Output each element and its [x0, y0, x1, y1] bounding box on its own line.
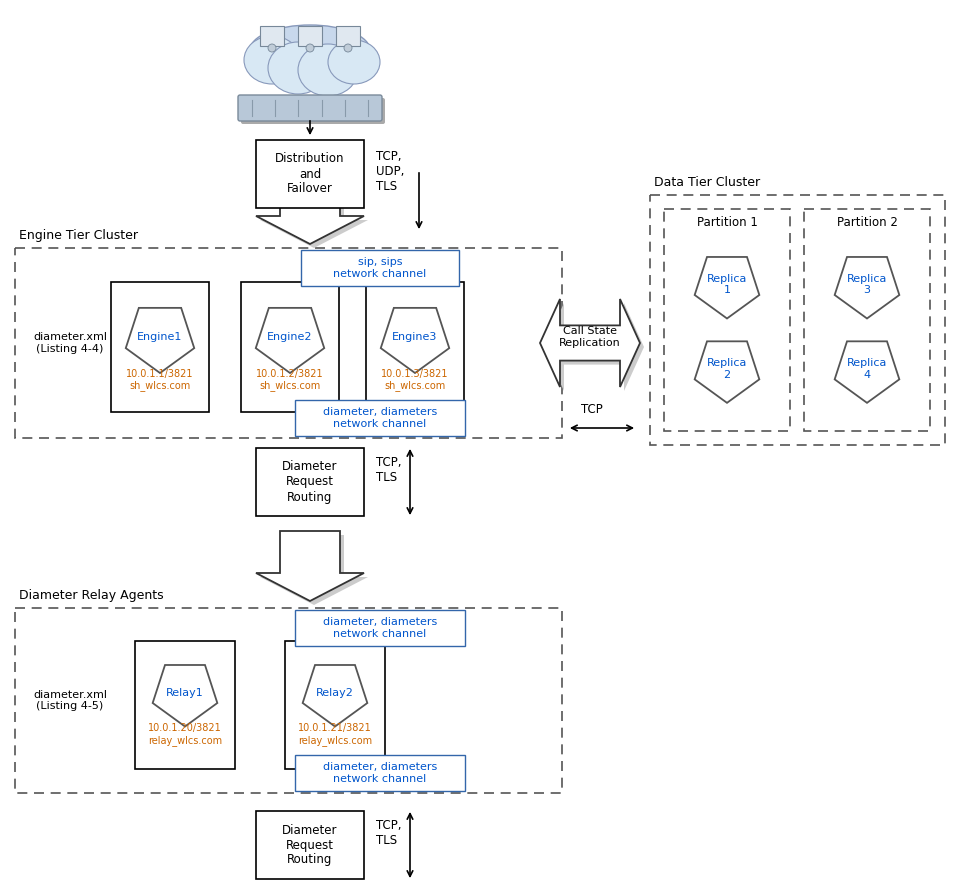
Polygon shape — [153, 665, 217, 727]
Text: Replica
1: Replica 1 — [706, 273, 748, 296]
Text: 10.0.1.1/3821
sh_wlcs.com: 10.0.1.1/3821 sh_wlcs.com — [126, 369, 194, 391]
Polygon shape — [835, 257, 900, 319]
Text: Diameter
Request
Routing: Diameter Request Routing — [282, 824, 337, 866]
Ellipse shape — [250, 25, 370, 75]
Bar — [256, 811, 364, 879]
Polygon shape — [540, 299, 640, 387]
Polygon shape — [303, 665, 367, 727]
Bar — [241, 282, 339, 412]
Text: TCP,
UDP,
TLS: TCP, UDP, TLS — [376, 150, 404, 193]
Bar — [650, 195, 945, 445]
Text: Partition 2: Partition 2 — [836, 217, 898, 229]
Text: 10.0.1.3/3821
sh_wlcs.com: 10.0.1.3/3821 sh_wlcs.com — [381, 369, 448, 391]
Text: Replica
3: Replica 3 — [847, 273, 887, 296]
Bar — [15, 248, 562, 438]
Polygon shape — [695, 342, 759, 403]
Bar — [295, 610, 465, 646]
Bar — [111, 282, 209, 412]
Polygon shape — [256, 531, 364, 601]
Bar — [285, 641, 385, 768]
Text: Engine Tier Cluster: Engine Tier Cluster — [19, 229, 138, 242]
Polygon shape — [256, 174, 364, 244]
Polygon shape — [544, 303, 644, 391]
Ellipse shape — [244, 36, 300, 84]
Bar — [301, 250, 459, 286]
Text: Call State
Replication: Call State Replication — [559, 327, 620, 348]
Bar — [295, 400, 465, 436]
Text: Engine1: Engine1 — [138, 332, 183, 342]
Text: Data Tier Cluster: Data Tier Cluster — [654, 176, 760, 189]
Text: TCP,
TLS: TCP, TLS — [376, 819, 402, 847]
Bar — [298, 26, 322, 46]
Text: Engine3: Engine3 — [392, 332, 438, 342]
Text: Relay2: Relay2 — [316, 688, 354, 697]
Bar — [366, 282, 464, 412]
Polygon shape — [260, 535, 368, 605]
Bar — [336, 26, 360, 46]
Ellipse shape — [298, 44, 358, 96]
Ellipse shape — [306, 44, 314, 52]
Text: Replica
2: Replica 2 — [706, 358, 748, 380]
Ellipse shape — [344, 44, 352, 52]
Text: sip, sips
network channel: sip, sips network channel — [334, 258, 426, 279]
Bar — [295, 755, 465, 791]
Polygon shape — [380, 308, 449, 373]
Polygon shape — [256, 308, 324, 373]
Bar — [804, 209, 930, 431]
Text: diameter.xml
(Listing 4-4): diameter.xml (Listing 4-4) — [33, 332, 107, 354]
Text: 10.0.1.21/3821
relay_wlcs.com: 10.0.1.21/3821 relay_wlcs.com — [298, 723, 372, 746]
Text: TCP,
TLS: TCP, TLS — [376, 456, 402, 484]
Text: Relay1: Relay1 — [166, 688, 204, 697]
FancyBboxPatch shape — [238, 95, 382, 121]
Text: diameter.xml
(Listing 4-5): diameter.xml (Listing 4-5) — [33, 689, 107, 712]
Text: Distribution
and
Failover: Distribution and Failover — [275, 152, 345, 196]
Text: Engine2: Engine2 — [268, 332, 313, 342]
Polygon shape — [260, 178, 368, 248]
Polygon shape — [126, 308, 194, 373]
Polygon shape — [695, 257, 759, 319]
Text: diameter, diameters
network channel: diameter, diameters network channel — [323, 407, 437, 429]
Text: 10.0.1.2/3821
sh_wlcs.com: 10.0.1.2/3821 sh_wlcs.com — [256, 369, 324, 391]
FancyBboxPatch shape — [241, 98, 385, 124]
Bar — [15, 608, 562, 793]
Text: TCP: TCP — [581, 403, 603, 416]
Text: Replica
4: Replica 4 — [847, 358, 887, 380]
Text: diameter, diameters
network channel: diameter, diameters network channel — [323, 762, 437, 784]
Text: diameter, diameters
network channel: diameter, diameters network channel — [323, 617, 437, 639]
Text: Diameter
Request
Routing: Diameter Request Routing — [282, 460, 337, 504]
Ellipse shape — [328, 40, 380, 84]
Bar — [664, 209, 790, 431]
Bar — [256, 140, 364, 208]
Text: Partition 1: Partition 1 — [697, 217, 757, 229]
Bar — [260, 26, 284, 46]
Polygon shape — [835, 342, 900, 403]
Text: 10.0.1.20/3821
relay_wlcs.com: 10.0.1.20/3821 relay_wlcs.com — [148, 723, 222, 746]
Ellipse shape — [268, 42, 328, 94]
Ellipse shape — [268, 44, 276, 52]
Bar — [135, 641, 235, 768]
Bar — [256, 448, 364, 516]
Text: Diameter Relay Agents: Diameter Relay Agents — [19, 589, 163, 602]
